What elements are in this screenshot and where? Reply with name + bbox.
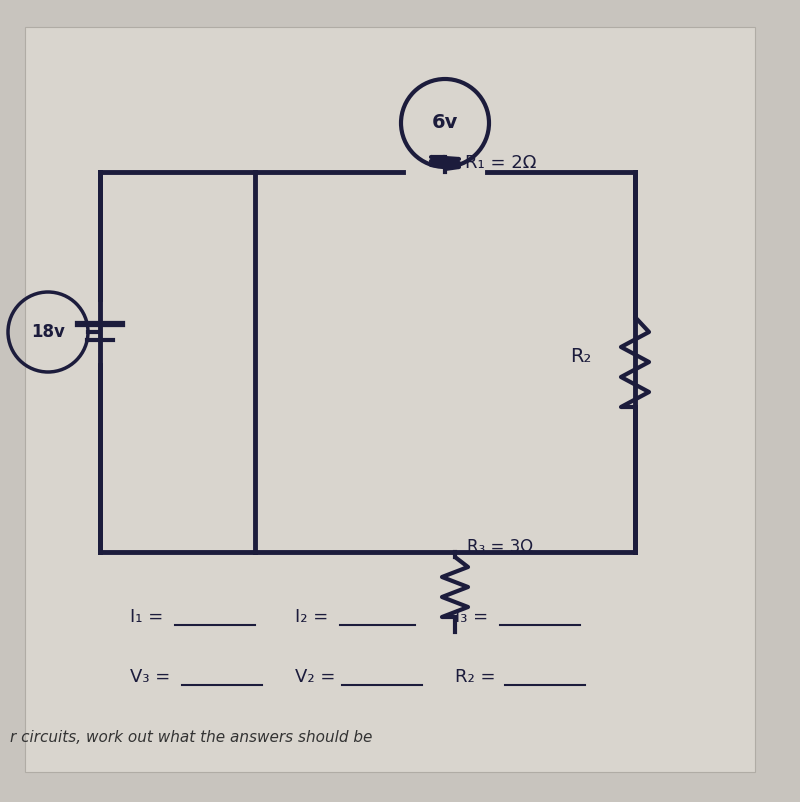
Text: R₂: R₂ bbox=[570, 347, 591, 367]
Text: 6v: 6v bbox=[432, 114, 458, 132]
Text: V₂ =: V₂ = bbox=[295, 668, 335, 686]
Text: R₁ = 2Ω: R₁ = 2Ω bbox=[465, 154, 536, 172]
FancyBboxPatch shape bbox=[25, 27, 755, 772]
Text: I₃ =: I₃ = bbox=[455, 608, 488, 626]
Text: R₃ = 3Ω: R₃ = 3Ω bbox=[467, 538, 533, 556]
Text: V₃ =: V₃ = bbox=[130, 668, 170, 686]
Text: 18v: 18v bbox=[31, 323, 65, 341]
Text: I₁ =: I₁ = bbox=[130, 608, 163, 626]
Text: R₂ =: R₂ = bbox=[455, 668, 495, 686]
Text: I₂ =: I₂ = bbox=[295, 608, 328, 626]
Text: r circuits, work out what the answers should be: r circuits, work out what the answers sh… bbox=[10, 730, 372, 744]
